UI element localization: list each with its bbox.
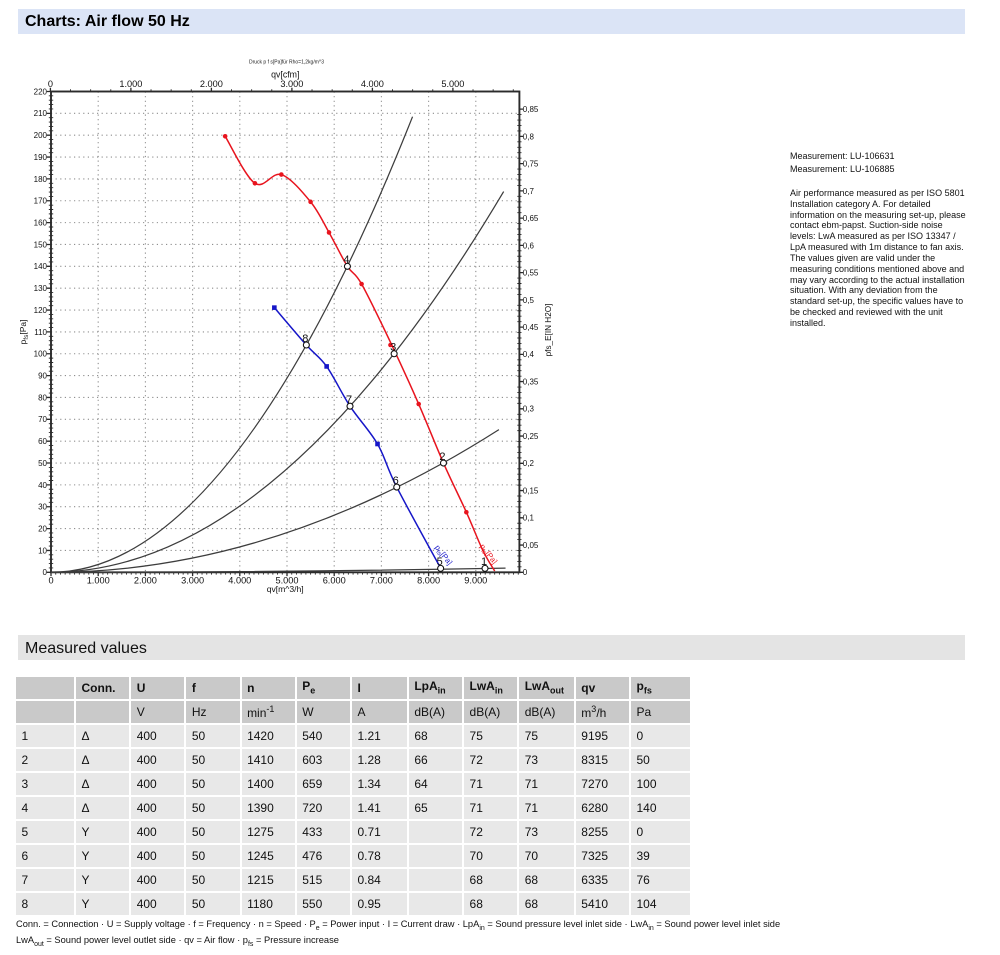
svg-text:2: 2	[439, 451, 445, 463]
svg-text:110: 110	[34, 328, 47, 337]
svg-text:1: 1	[481, 556, 487, 568]
svg-text:9.000: 9.000	[464, 575, 487, 585]
svg-text:120: 120	[34, 306, 48, 315]
svg-text:pfs_E[IN H2O]: pfs_E[IN H2O]	[544, 304, 553, 357]
svg-text:0,75: 0,75	[523, 160, 539, 169]
svg-text:0: 0	[48, 79, 53, 89]
svg-text:0,55: 0,55	[523, 269, 539, 278]
svg-text:150: 150	[34, 240, 48, 249]
svg-text:qv[cfm]: qv[cfm]	[271, 70, 299, 80]
svg-text:qv[m^3/h]: qv[m^3/h]	[267, 584, 304, 594]
svg-text:pfs[Pa]: pfs[Pa]	[18, 320, 30, 345]
svg-text:0,8: 0,8	[523, 132, 535, 141]
svg-text:0,7: 0,7	[523, 187, 535, 196]
svg-text:10: 10	[38, 546, 47, 555]
svg-text:210: 210	[34, 109, 48, 118]
svg-text:8: 8	[302, 333, 308, 345]
svg-text:190: 190	[34, 153, 48, 162]
svg-text:0,2: 0,2	[523, 459, 535, 468]
svg-text:0,5: 0,5	[523, 296, 535, 305]
svg-text:160: 160	[34, 219, 48, 228]
svg-text:0,15: 0,15	[523, 486, 539, 495]
svg-text:3.000: 3.000	[181, 575, 204, 585]
svg-text:4.000: 4.000	[228, 575, 251, 585]
svg-text:200: 200	[34, 131, 48, 140]
svg-text:0,25: 0,25	[523, 432, 539, 441]
svg-text:1.000: 1.000	[119, 79, 142, 89]
svg-text:0,6: 0,6	[523, 241, 535, 250]
svg-text:3: 3	[390, 342, 396, 354]
svg-text:6.000: 6.000	[323, 575, 346, 585]
svg-text:0,4: 0,4	[523, 350, 535, 359]
svg-text:140: 140	[34, 262, 48, 271]
svg-text:0: 0	[43, 568, 48, 577]
svg-text:2.000: 2.000	[134, 575, 157, 585]
svg-text:180: 180	[34, 175, 48, 184]
svg-text:0,65: 0,65	[523, 214, 539, 223]
svg-text:4.000: 4.000	[361, 79, 384, 89]
svg-text:80: 80	[38, 393, 47, 402]
svg-text:5: 5	[437, 556, 443, 568]
svg-text:pfs[Pa]: pfs[Pa]	[432, 543, 454, 568]
svg-text:0,35: 0,35	[523, 377, 539, 386]
svg-text:100: 100	[34, 350, 48, 359]
svg-text:4: 4	[343, 254, 349, 266]
svg-text:170: 170	[34, 197, 48, 206]
svg-text:3.000: 3.000	[280, 79, 303, 89]
svg-text:130: 130	[34, 284, 48, 293]
svg-text:20: 20	[38, 524, 47, 533]
svg-text:5.000: 5.000	[441, 79, 464, 89]
svg-text:2.000: 2.000	[200, 79, 223, 89]
svg-text:6: 6	[393, 475, 399, 487]
svg-text:7: 7	[346, 394, 352, 406]
svg-text:8.000: 8.000	[417, 575, 440, 585]
svg-text:0,85: 0,85	[523, 105, 539, 114]
svg-text:0,05: 0,05	[523, 541, 539, 550]
svg-text:70: 70	[38, 415, 47, 424]
svg-text:0,1: 0,1	[523, 514, 535, 523]
svg-text:5.000: 5.000	[276, 575, 299, 585]
svg-text:60: 60	[38, 437, 47, 446]
svg-text:0: 0	[523, 568, 528, 577]
svg-text:30: 30	[38, 503, 47, 512]
svg-text:0: 0	[48, 575, 53, 585]
svg-text:7.000: 7.000	[370, 575, 393, 585]
svg-text:40: 40	[38, 481, 47, 490]
svg-text:1.000: 1.000	[87, 575, 110, 585]
svg-text:50: 50	[38, 459, 47, 468]
svg-text:Druck p f s[Pa]für Rho=1,2kg/m: Druck p f s[Pa]für Rho=1,2kg/m^3	[249, 60, 324, 66]
svg-text:90: 90	[38, 372, 47, 381]
svg-text:0,3: 0,3	[523, 405, 535, 414]
svg-text:220: 220	[34, 87, 48, 96]
svg-text:0,45: 0,45	[523, 323, 539, 332]
